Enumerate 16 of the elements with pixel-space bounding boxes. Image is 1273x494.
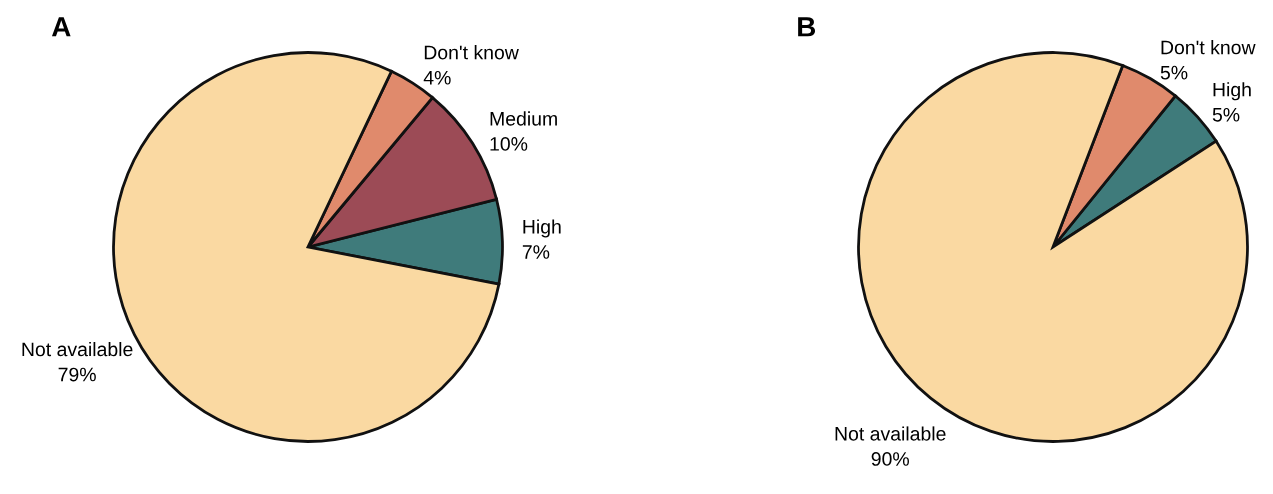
data-label: 5% [1160, 65, 1188, 80]
chart-title: B [798, 17, 816, 37]
slice-label: Not available [22, 341, 133, 357]
data-label: 79% [58, 367, 96, 382]
data-label: 5% [1212, 107, 1240, 122]
slice-label: Medium [490, 111, 557, 126]
slice-label: Not available [835, 426, 946, 441]
data-label: 10% [490, 137, 528, 151]
data-label: 7% [522, 245, 550, 259]
slice-label: High [523, 219, 561, 238]
slice-label: Don't know [1161, 40, 1256, 55]
chart-title: A [51, 17, 71, 37]
slice-label: Don't know [424, 45, 519, 60]
data-label: 4% [423, 70, 451, 85]
data-label: 90% [871, 452, 909, 466]
slice-label: High [1213, 82, 1251, 101]
